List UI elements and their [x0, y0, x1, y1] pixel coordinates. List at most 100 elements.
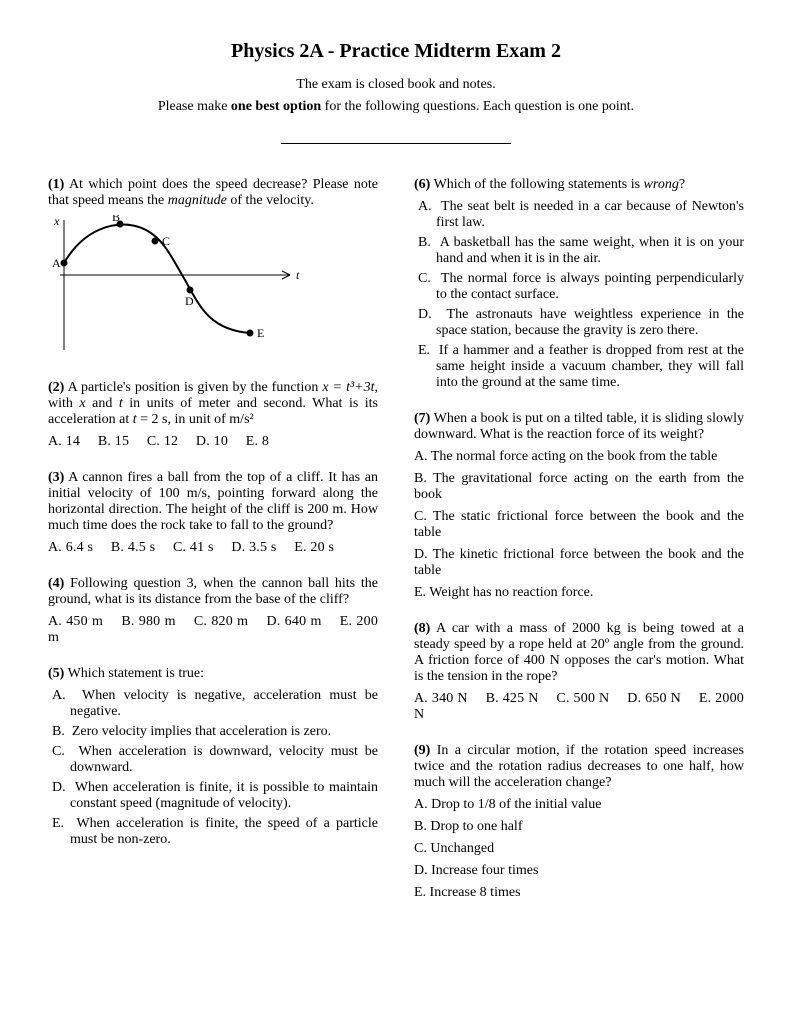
t-label: t: [296, 268, 300, 282]
q4-num: (4): [48, 576, 64, 591]
point-D-dot: [187, 287, 194, 294]
q8-body: A car with a mass of 2000 kg is being to…: [414, 621, 744, 684]
q3-options: A. 6.4 s B. 4.5 s C. 41 s D. 3.5 s E. 20…: [48, 540, 378, 556]
q1-text: (1) At which point does the speed decrea…: [48, 177, 378, 209]
q9-num: (9): [414, 743, 430, 758]
B-label: B: [112, 215, 120, 224]
q7-opt-B: B. The gravitational force acting on the…: [414, 471, 744, 503]
instr2-a: Please make: [158, 99, 231, 114]
q7-opt-A: A. The normal force acting on the book f…: [414, 449, 744, 465]
q8-num: (8): [414, 621, 430, 636]
q8-opt-D: D. 650 N: [627, 691, 681, 706]
q6-text: (6) Which of the following statements is…: [414, 177, 744, 193]
instructions-line-2: Please make one best option for the foll…: [48, 99, 744, 115]
A-label: A: [52, 256, 61, 270]
q6-opt-B: B. A basketball has the same weight, whe…: [436, 235, 744, 267]
q3-body: A cannon fires a ball from the top of a …: [48, 470, 378, 533]
q2-opt-A: A. 14: [48, 434, 80, 449]
q4-opt-D: D. 640 m: [266, 614, 321, 629]
q5-text: (5) Which statement is true:: [48, 666, 378, 682]
question-7: (7) When a book is put on a tilted table…: [414, 411, 744, 601]
q9-text: (9) In a circular motion, if the rotatio…: [414, 743, 744, 791]
divider-wrap: [48, 133, 744, 149]
q2-eq: x = t³+3t: [322, 380, 374, 395]
q5-options: A. When velocity is negative, accelerati…: [48, 688, 378, 848]
instr2-c: for the following questions. Each questi…: [321, 99, 634, 114]
q9-body: In a circular motion, if the rotation sp…: [414, 743, 744, 790]
q6-opt-E: E. If a hammer and a feather is dropped …: [436, 343, 744, 391]
question-1: (1) At which point does the speed decrea…: [48, 177, 378, 360]
q3-opt-D: D. 3.5 s: [231, 540, 276, 555]
q7-opt-C: C. The static frictional force between t…: [414, 509, 744, 541]
q7-opt-D: D. The kinetic frictional force between …: [414, 547, 744, 579]
point-E-dot: [247, 330, 254, 337]
question-6: (6) Which of the following statements is…: [414, 177, 744, 391]
point-A-dot: [61, 260, 68, 267]
question-4: (4) Following question 3, when the canno…: [48, 576, 378, 646]
q6-c: ?: [679, 177, 685, 192]
q6-opt-D: D. The astronauts have weightless experi…: [436, 307, 744, 339]
q5-opt-C: C. When acceleration is downward, veloci…: [70, 744, 378, 776]
t-arrow2: [282, 275, 290, 279]
q5-opt-A: A. When velocity is negative, accelerati…: [70, 688, 378, 720]
q4-body: Following question 3, when the cannon ba…: [48, 576, 378, 607]
q1-text-c: of the velocity.: [227, 193, 314, 208]
q8-options: A. 340 N B. 425 N C. 500 N D. 650 N E. 2…: [414, 691, 744, 723]
q7-opt-E: E. Weight has no reaction force.: [414, 585, 744, 601]
q6-num: (6): [414, 177, 430, 192]
q9-opt-D: D. Increase four times: [414, 863, 744, 879]
q5-num: (5): [48, 666, 64, 681]
q1-text-b: magnitude: [168, 193, 227, 208]
question-3: (3) A cannon fires a ball from the top o…: [48, 470, 378, 556]
q3-opt-B: B. 4.5 s: [111, 540, 155, 555]
q6-options: A. The seat belt is needed in a car beca…: [414, 199, 744, 391]
q6-a: Which of the following statements is: [430, 177, 643, 192]
q4-opt-A: A. 450 m: [48, 614, 103, 629]
q2-a: A particle's position is given by the fu…: [64, 380, 322, 395]
x-label: x: [53, 215, 60, 228]
q9-opt-B: B. Drop to one half: [414, 819, 744, 835]
q2-num: (2): [48, 380, 64, 395]
q8-opt-B: B. 425 N: [486, 691, 539, 706]
q4-text: (4) Following question 3, when the canno…: [48, 576, 378, 608]
q3-opt-A: A. 6.4 s: [48, 540, 93, 555]
q2-e: = 2 s, in unit of m/s²: [137, 412, 254, 427]
q6-opt-C: C. The normal force is always pointing p…: [436, 271, 744, 303]
q3-opt-C: C. 41 s: [173, 540, 214, 555]
q3-opt-E: E. 20 s: [294, 540, 334, 555]
q3-text: (3) A cannon fires a ball from the top o…: [48, 470, 378, 534]
q2-options: A. 14 B. 15 C. 12 D. 10 E. 8: [48, 434, 378, 450]
question-9: (9) In a circular motion, if the rotatio…: [414, 743, 744, 901]
q5-opt-E: E. When acceleration is finite, the spee…: [70, 816, 378, 848]
page-title: Physics 2A - Practice Midterm Exam 2: [48, 40, 744, 63]
q5-opt-D: D. When acceleration is finite, it is po…: [70, 780, 378, 812]
columns: (1) At which point does the speed decrea…: [48, 177, 744, 921]
q5-body: Which statement is true:: [64, 666, 204, 681]
q8-opt-A: A. 340 N: [414, 691, 468, 706]
E-label: E: [257, 326, 264, 340]
q8-text: (8) A car with a mass of 2000 kg is bein…: [414, 621, 744, 685]
divider: [281, 143, 511, 144]
right-column: (6) Which of the following statements is…: [414, 177, 744, 921]
D-label: D: [185, 294, 194, 308]
question-5: (5) Which statement is true: A. When vel…: [48, 666, 378, 848]
q3-num: (3): [48, 470, 64, 485]
q2-text: (2) A particle's position is given by th…: [48, 380, 378, 428]
q2-opt-C: C. 12: [147, 434, 178, 449]
q2-opt-D: D. 10: [196, 434, 228, 449]
q4-options: A. 450 m B. 980 m C. 820 m D. 640 m E. 2…: [48, 614, 378, 646]
q1-figure: x t A B C D E: [50, 215, 378, 360]
q7-num: (7): [414, 411, 430, 426]
t-axrow1: [282, 271, 290, 275]
q6-opt-A: A. The seat belt is needed in a car beca…: [436, 199, 744, 231]
q7-body: When a book is put on a tilted table, it…: [414, 411, 744, 442]
instructions-line-1: The exam is closed book and notes.: [48, 77, 744, 93]
q9-opt-E: E. Increase 8 times: [414, 885, 744, 901]
q7-text: (7) When a book is put on a tilted table…: [414, 411, 744, 443]
q8-opt-C: C. 500 N: [556, 691, 609, 706]
q1-num: (1): [48, 177, 64, 192]
q2-c: and: [86, 396, 119, 411]
q2-opt-B: B. 15: [98, 434, 129, 449]
point-C-dot: [152, 238, 159, 245]
q4-opt-C: C. 820 m: [194, 614, 248, 629]
